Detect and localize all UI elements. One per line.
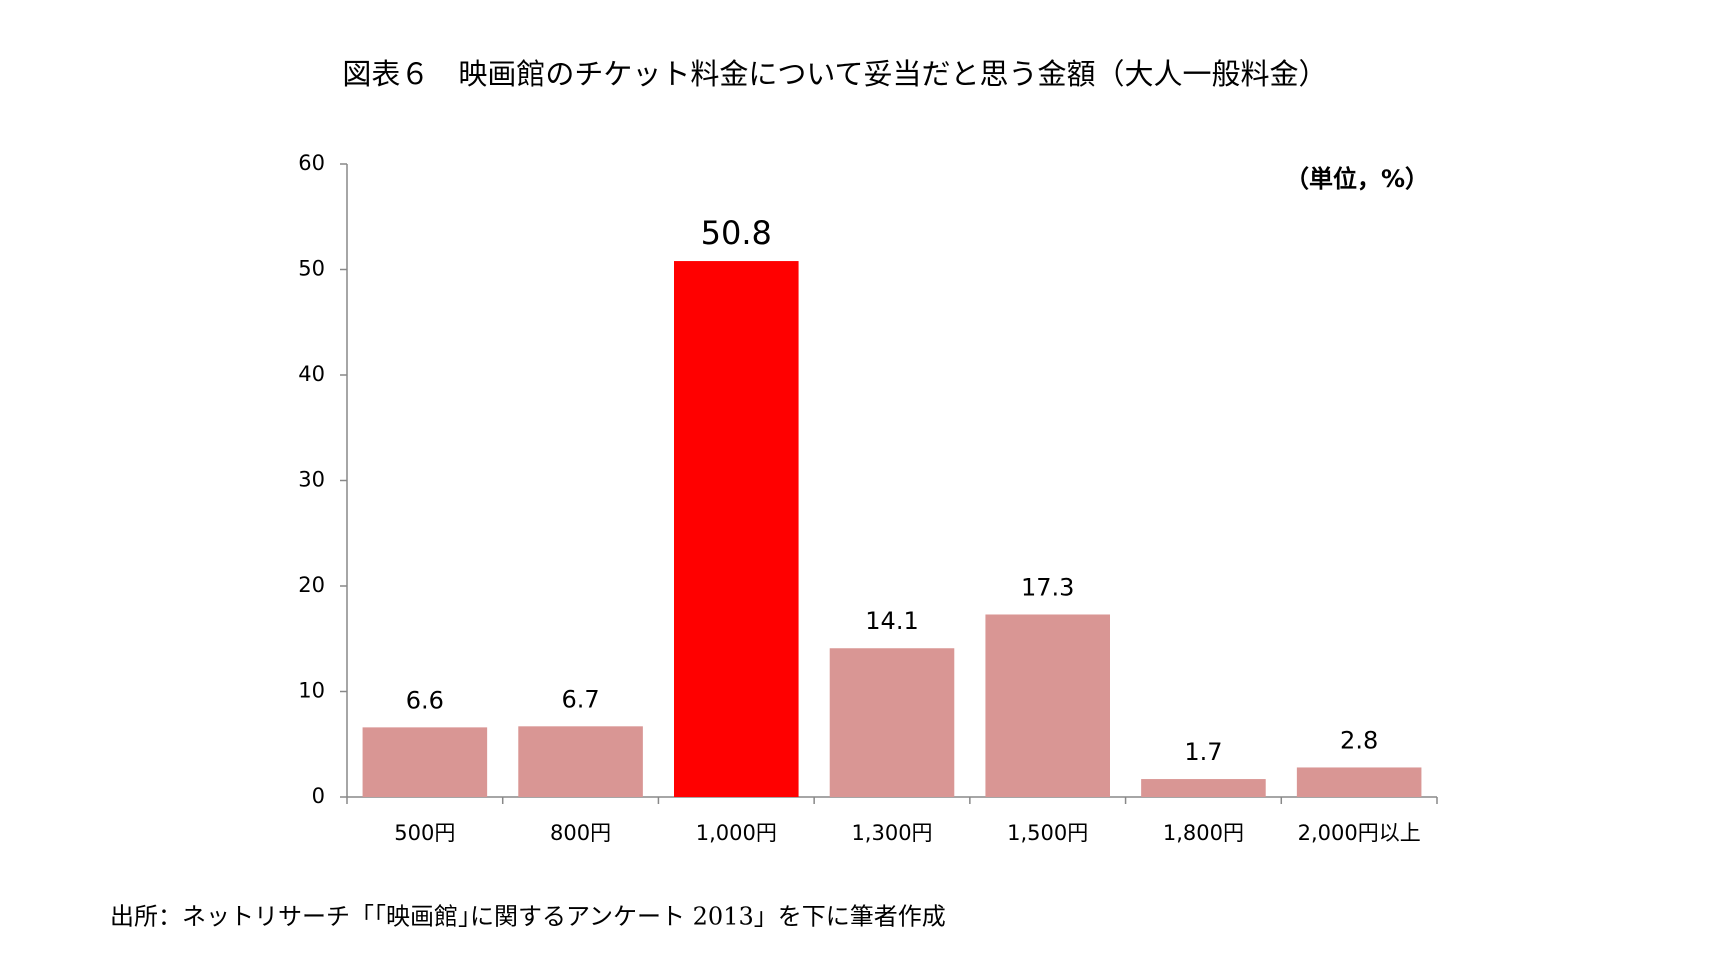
bar xyxy=(1296,767,1422,797)
y-tick-label: 50 xyxy=(298,257,325,281)
x-tick-label: 1,000円 xyxy=(696,821,777,845)
x-tick-label: 2,000円以上 xyxy=(1298,821,1421,845)
source-note: 出所：ネットリサーチ「｢映画館｣に関するアンケート 2013」を下に筆者作成 xyxy=(110,903,946,931)
unit-note: （単位，%） xyxy=(1285,165,1429,193)
data-label: 1.7 xyxy=(1184,738,1222,766)
y-tick-label: 60 xyxy=(298,151,325,175)
x-tick-label: 1,300円 xyxy=(851,821,932,845)
chart-title: 図表６ 映画館のチケット料金について妥当だと思う金額（大人一般料金） xyxy=(342,57,1327,91)
bar xyxy=(1141,779,1266,797)
y-tick-label: 30 xyxy=(298,468,325,492)
bar xyxy=(829,648,955,797)
x-tick-label: 800円 xyxy=(550,821,611,845)
data-label: 14.1 xyxy=(865,607,918,635)
bar xyxy=(518,726,643,797)
bar xyxy=(362,727,488,797)
bar xyxy=(985,614,1110,797)
bar xyxy=(674,261,799,797)
x-tick-label: 500円 xyxy=(394,821,455,845)
x-tick-label: 1,500円 xyxy=(1007,821,1088,845)
data-label: 50.8 xyxy=(701,214,772,252)
x-tick-label: 1,800円 xyxy=(1163,821,1244,845)
y-tick-label: 40 xyxy=(298,362,325,386)
data-label: 6.7 xyxy=(561,685,599,713)
y-tick-label: 20 xyxy=(298,573,325,597)
data-label: 6.6 xyxy=(406,686,444,714)
y-tick-label: 10 xyxy=(298,679,325,703)
data-label: 17.3 xyxy=(1021,573,1074,601)
data-label: 2.8 xyxy=(1340,726,1378,754)
y-tick-label: 0 xyxy=(312,784,325,808)
